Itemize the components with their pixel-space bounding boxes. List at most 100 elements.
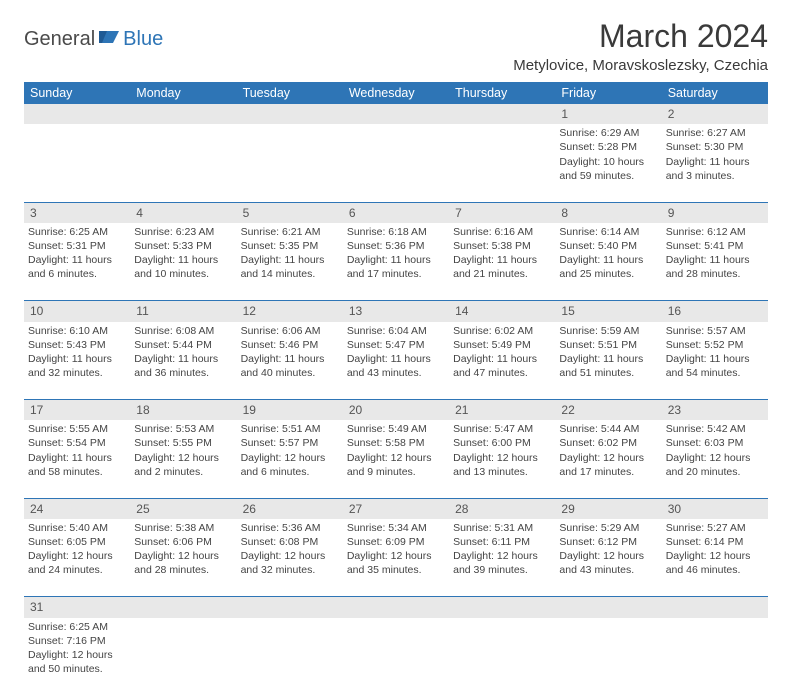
- day-cell-line: Sunset: 5:57 PM: [241, 436, 339, 450]
- day-number: 16: [662, 301, 768, 322]
- day-number: 29: [555, 498, 661, 519]
- day-number: 30: [662, 498, 768, 519]
- day-cell-line: Sunset: 5:30 PM: [666, 140, 764, 154]
- day-cell: Sunrise: 5:51 AMSunset: 5:57 PMDaylight:…: [237, 420, 343, 498]
- day-cell: Sunrise: 5:29 AMSunset: 6:12 PMDaylight:…: [555, 519, 661, 597]
- day-cell-line: Sunset: 5:40 PM: [559, 239, 657, 253]
- day-cell: Sunrise: 6:14 AMSunset: 5:40 PMDaylight:…: [555, 223, 661, 301]
- day-cell-line: Daylight: 11 hours: [666, 155, 764, 169]
- day-cell-line: Daylight: 11 hours: [134, 253, 232, 267]
- day-cell-line: Daylight: 11 hours: [559, 253, 657, 267]
- day-cell-line: and 25 minutes.: [559, 267, 657, 281]
- day-cell: Sunrise: 5:31 AMSunset: 6:11 PMDaylight:…: [449, 519, 555, 597]
- day-cell-line: and 10 minutes.: [134, 267, 232, 281]
- day-number: [449, 104, 555, 124]
- day-number: 26: [237, 498, 343, 519]
- day-cell-line: Sunrise: 5:44 AM: [559, 422, 657, 436]
- day-cell-line: Sunrise: 6:23 AM: [134, 225, 232, 239]
- day-cell: Sunrise: 6:16 AMSunset: 5:38 PMDaylight:…: [449, 223, 555, 301]
- day-content-row: Sunrise: 6:25 AMSunset: 5:31 PMDaylight:…: [24, 223, 768, 301]
- day-number: 9: [662, 202, 768, 223]
- day-number: 20: [343, 400, 449, 421]
- day-cell: Sunrise: 6:25 AMSunset: 7:16 PMDaylight:…: [24, 618, 130, 696]
- day-cell-line: Sunset: 5:55 PM: [134, 436, 232, 450]
- day-header-row: Sunday Monday Tuesday Wednesday Thursday…: [24, 82, 768, 104]
- day-number: 5: [237, 202, 343, 223]
- day-cell-line: Daylight: 12 hours: [666, 549, 764, 563]
- day-cell-line: Daylight: 11 hours: [347, 352, 445, 366]
- day-cell: [130, 618, 236, 696]
- day-cell-line: and 43 minutes.: [347, 366, 445, 380]
- day-cell: Sunrise: 6:08 AMSunset: 5:44 PMDaylight:…: [130, 322, 236, 400]
- day-number: 23: [662, 400, 768, 421]
- day-cell-line: Daylight: 11 hours: [28, 352, 126, 366]
- day-cell: Sunrise: 5:27 AMSunset: 6:14 PMDaylight:…: [662, 519, 768, 597]
- day-cell-line: Sunset: 5:33 PM: [134, 239, 232, 253]
- day-cell-line: and 9 minutes.: [347, 465, 445, 479]
- day-header: Friday: [555, 82, 661, 104]
- day-cell: [662, 618, 768, 696]
- day-cell-line: and 43 minutes.: [559, 563, 657, 577]
- day-number: [662, 597, 768, 618]
- calendar-table: Sunday Monday Tuesday Wednesday Thursday…: [24, 82, 768, 696]
- day-cell-line: and 58 minutes.: [28, 465, 126, 479]
- day-cell-line: and 20 minutes.: [666, 465, 764, 479]
- day-number: 12: [237, 301, 343, 322]
- day-number: 3: [24, 202, 130, 223]
- day-cell-line: Sunset: 5:28 PM: [559, 140, 657, 154]
- day-cell: Sunrise: 5:42 AMSunset: 6:03 PMDaylight:…: [662, 420, 768, 498]
- day-number: 17: [24, 400, 130, 421]
- day-cell-line: and 14 minutes.: [241, 267, 339, 281]
- day-header: Sunday: [24, 82, 130, 104]
- day-cell-line: and 36 minutes.: [134, 366, 232, 380]
- day-cell-line: Daylight: 12 hours: [559, 451, 657, 465]
- day-cell: Sunrise: 5:59 AMSunset: 5:51 PMDaylight:…: [555, 322, 661, 400]
- day-cell-line: Daylight: 10 hours: [559, 155, 657, 169]
- day-number: 27: [343, 498, 449, 519]
- day-cell-line: Daylight: 12 hours: [134, 451, 232, 465]
- day-cell-line: and 6 minutes.: [241, 465, 339, 479]
- day-cell: Sunrise: 5:49 AMSunset: 5:58 PMDaylight:…: [343, 420, 449, 498]
- day-number: 8: [555, 202, 661, 223]
- day-cell: [343, 124, 449, 202]
- day-cell-line: and 6 minutes.: [28, 267, 126, 281]
- day-cell-line: Sunrise: 5:59 AM: [559, 324, 657, 338]
- day-cell-line: Sunrise: 5:51 AM: [241, 422, 339, 436]
- daynum-row: 24252627282930: [24, 498, 768, 519]
- day-cell-line: Sunrise: 6:25 AM: [28, 225, 126, 239]
- day-cell-line: Daylight: 11 hours: [241, 352, 339, 366]
- day-cell-line: Daylight: 11 hours: [347, 253, 445, 267]
- day-cell-line: Daylight: 11 hours: [666, 253, 764, 267]
- day-cell-line: and 13 minutes.: [453, 465, 551, 479]
- day-cell: Sunrise: 5:36 AMSunset: 6:08 PMDaylight:…: [237, 519, 343, 597]
- day-cell: Sunrise: 5:38 AMSunset: 6:06 PMDaylight:…: [130, 519, 236, 597]
- logo-text-dark: General: [24, 28, 95, 51]
- day-cell-line: Sunrise: 6:08 AM: [134, 324, 232, 338]
- day-cell-line: and 28 minutes.: [134, 563, 232, 577]
- day-cell-line: Sunset: 6:09 PM: [347, 535, 445, 549]
- day-cell: Sunrise: 6:18 AMSunset: 5:36 PMDaylight:…: [343, 223, 449, 301]
- day-cell-line: Sunrise: 6:06 AM: [241, 324, 339, 338]
- day-cell-line: Sunrise: 6:10 AM: [28, 324, 126, 338]
- flag-icon: [99, 29, 121, 50]
- day-cell-line: Daylight: 11 hours: [134, 352, 232, 366]
- day-cell-line: Sunset: 5:36 PM: [347, 239, 445, 253]
- day-header: Wednesday: [343, 82, 449, 104]
- day-cell-line: and 39 minutes.: [453, 563, 551, 577]
- day-cell: Sunrise: 5:40 AMSunset: 6:05 PMDaylight:…: [24, 519, 130, 597]
- day-number: [130, 597, 236, 618]
- day-cell-line: Sunset: 5:54 PM: [28, 436, 126, 450]
- day-cell-line: Sunset: 5:35 PM: [241, 239, 339, 253]
- day-cell-line: Daylight: 12 hours: [134, 549, 232, 563]
- day-cell-line: Daylight: 11 hours: [453, 352, 551, 366]
- day-cell: Sunrise: 5:57 AMSunset: 5:52 PMDaylight:…: [662, 322, 768, 400]
- day-cell-line: Daylight: 11 hours: [28, 253, 126, 267]
- day-number: 21: [449, 400, 555, 421]
- day-header: Thursday: [449, 82, 555, 104]
- day-cell-line: and 59 minutes.: [559, 169, 657, 183]
- logo: General Blue: [24, 18, 163, 51]
- page-header: General Blue March 2024 Metylovice, Mora…: [24, 18, 768, 74]
- daynum-row: 10111213141516: [24, 301, 768, 322]
- day-cell-line: Daylight: 12 hours: [28, 549, 126, 563]
- day-cell-line: Daylight: 12 hours: [241, 549, 339, 563]
